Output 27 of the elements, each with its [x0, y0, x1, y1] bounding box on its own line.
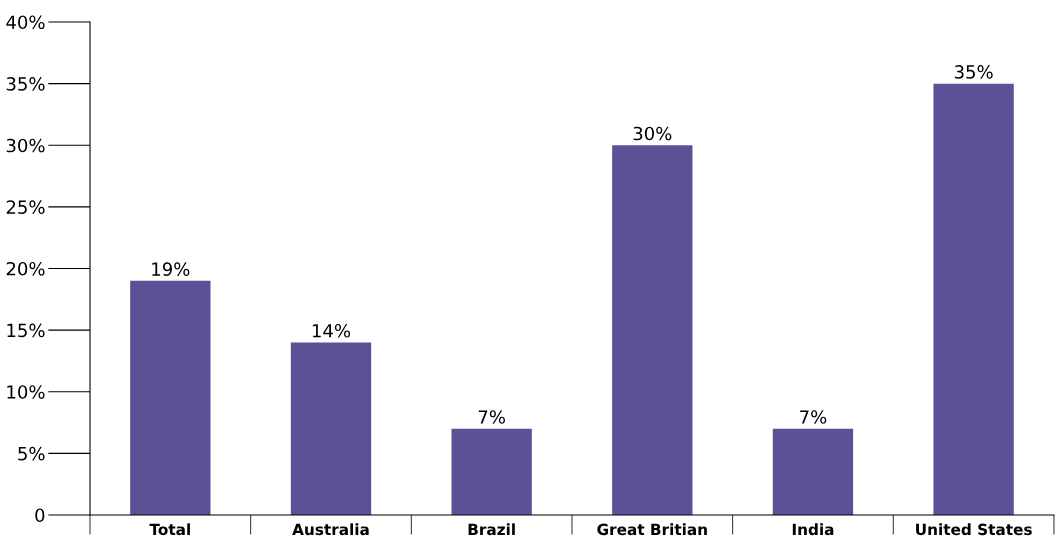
bar	[290, 342, 372, 515]
x-tick-label: Great Britian	[597, 523, 707, 536]
data-label: 30%	[633, 126, 672, 141]
y-tick-label: 30%	[6, 138, 45, 153]
x-tick-label: Australia	[292, 523, 369, 536]
y-tick-label: 10%	[7, 385, 45, 399]
y-tick-label: 15%	[7, 323, 45, 338]
bar	[612, 145, 693, 515]
x-tick-label: Total	[149, 523, 190, 536]
bar	[933, 83, 1014, 515]
bar	[772, 428, 854, 515]
x-tick-label: India	[792, 523, 834, 536]
data-label: 35%	[954, 65, 993, 79]
data-label: 7%	[800, 410, 827, 424]
bar	[451, 428, 532, 515]
y-tick-label: 20%	[6, 261, 45, 276]
data-label: 7%	[478, 410, 505, 424]
y-tick-label: 35%	[6, 77, 45, 91]
y-tick-label: 40%	[6, 15, 45, 30]
data-label: 19%	[152, 262, 190, 276]
bar	[130, 280, 211, 515]
data-label: 14%	[312, 323, 351, 338]
y-tick-label: 25%	[6, 200, 45, 214]
x-tick-label: United States	[916, 523, 1032, 536]
x-tick-label: Brazil	[468, 523, 515, 536]
y-tick-label: 0	[35, 508, 45, 523]
y-tick-label: 5%	[18, 446, 45, 461]
